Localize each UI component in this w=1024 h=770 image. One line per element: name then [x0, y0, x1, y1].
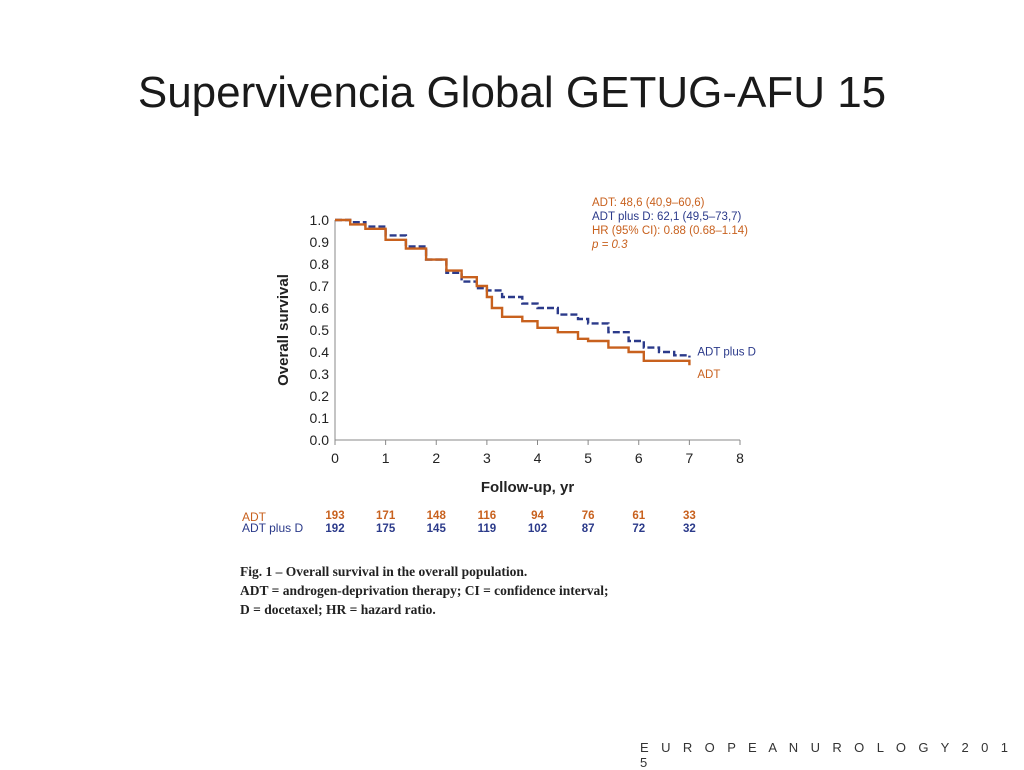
- y-tick-label: 0.5: [310, 322, 330, 338]
- x-tick-label: 6: [635, 450, 643, 466]
- x-tick-label: 4: [534, 450, 542, 466]
- at-risk-value: 148: [427, 510, 447, 522]
- at-risk-row-label: ADT: [242, 510, 267, 524]
- x-tick-label: 0: [331, 450, 339, 466]
- y-tick-label: 0.7: [310, 278, 330, 294]
- at-risk-value: 145: [427, 523, 447, 535]
- at-risk-value: 102: [528, 523, 547, 535]
- at-risk-table: ADT 193 171 148 116 94 76 61 33 ADT plus D 192 175 1…: [242, 510, 696, 535]
- journal-footer: E U R O P E A N U R O L O G Y 2 0 1 5: [640, 740, 1013, 770]
- y-tick-label: 0.8: [310, 256, 330, 272]
- y-tick-label: 0.2: [310, 388, 330, 404]
- stats-annotation: ADT: 48,6 (40,9–60,6) ADT plus D: 62,1 (4…: [591, 197, 748, 251]
- caption-line: ADT = androgen-deprivation therapy; CI =…: [240, 583, 609, 598]
- annotation-line: p = 0.3: [591, 239, 628, 251]
- at-risk-value: 61: [632, 510, 645, 522]
- at-risk-value: 32: [683, 523, 696, 535]
- x-tick-label: 2: [432, 450, 440, 466]
- x-tick-label: 5: [584, 450, 592, 466]
- at-risk-value: 87: [582, 523, 595, 535]
- x-axis-label: Follow-up, yr: [481, 479, 574, 496]
- at-risk-value: 192: [325, 523, 344, 535]
- annotation-line: ADT plus D: 62,1 (49,5–73,7): [592, 211, 742, 223]
- series-line: [335, 218, 691, 358]
- y-tick-label: 0.0: [310, 432, 330, 448]
- series-end-label: ADT plus D: [697, 347, 756, 359]
- figure-caption: Fig. 1 – Overall survival in the overall…: [240, 562, 710, 619]
- slide-title: Supervivencia Global GETUG-AFU 15: [137, 68, 887, 117]
- annotation-line: HR (95% CI): 0.88 (0.68–1.14): [592, 225, 748, 237]
- y-axis-ticks: 0.0 0.1 0.2 0.3 0.4 0.5 0.6 0.7 0.8 0.9 1.0: [310, 212, 330, 448]
- y-tick-label: 1.0: [310, 212, 330, 228]
- at-risk-value: 72: [632, 523, 645, 535]
- x-axis-ticks: 0 1 2 3 4 5 6 7 8: [331, 440, 744, 466]
- at-risk-value: 94: [531, 510, 544, 522]
- at-risk-value: 76: [582, 510, 595, 522]
- at-risk-value: 175: [376, 523, 396, 535]
- at-risk-value: 116: [478, 510, 497, 522]
- y-tick-label: 0.1: [310, 410, 330, 426]
- x-tick-label: 7: [685, 450, 693, 466]
- at-risk-value: 119: [478, 523, 497, 535]
- series-layer: ADT plus D ADT: [335, 218, 756, 381]
- survival-chart: 0.0 0.1 0.2 0.3 0.4 0.5 0.6 0.7 0.8 0.9 1.0 0 1 2 3 4 5…: [242, 197, 756, 535]
- x-tick-label: 3: [483, 450, 491, 466]
- plot-grid: [334, 220, 740, 441]
- y-tick-label: 0.3: [310, 366, 330, 382]
- at-risk-value: 193: [325, 510, 344, 522]
- at-risk-value: 171: [376, 510, 396, 522]
- y-tick-label: 0.4: [310, 344, 330, 360]
- x-tick-label: 8: [736, 450, 744, 466]
- x-tick-label: 1: [382, 450, 390, 466]
- annotation-line: ADT: 48,6 (40,9–60,6): [592, 197, 705, 209]
- y-axis-label: Overall survival: [275, 274, 292, 386]
- series-end-label: ADT: [697, 369, 720, 381]
- y-tick-label: 0.6: [310, 300, 330, 316]
- caption-line: D = docetaxel; HR = hazard ratio.: [240, 602, 436, 617]
- series-line: [335, 218, 691, 366]
- at-risk-value: 33: [683, 510, 696, 522]
- at-risk-row-label: ADT plus D: [242, 521, 303, 535]
- caption-title: Fig. 1 – Overall survival in the overall…: [240, 564, 528, 579]
- y-tick-label: 0.9: [310, 234, 330, 250]
